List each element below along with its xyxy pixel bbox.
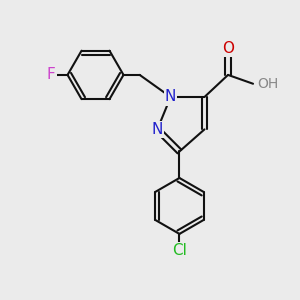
Text: F: F <box>47 68 56 82</box>
Text: Cl: Cl <box>172 243 187 258</box>
Text: N: N <box>152 122 163 137</box>
Text: OH: OH <box>257 77 279 91</box>
Text: N: N <box>165 89 176 104</box>
Text: O: O <box>222 41 234 56</box>
